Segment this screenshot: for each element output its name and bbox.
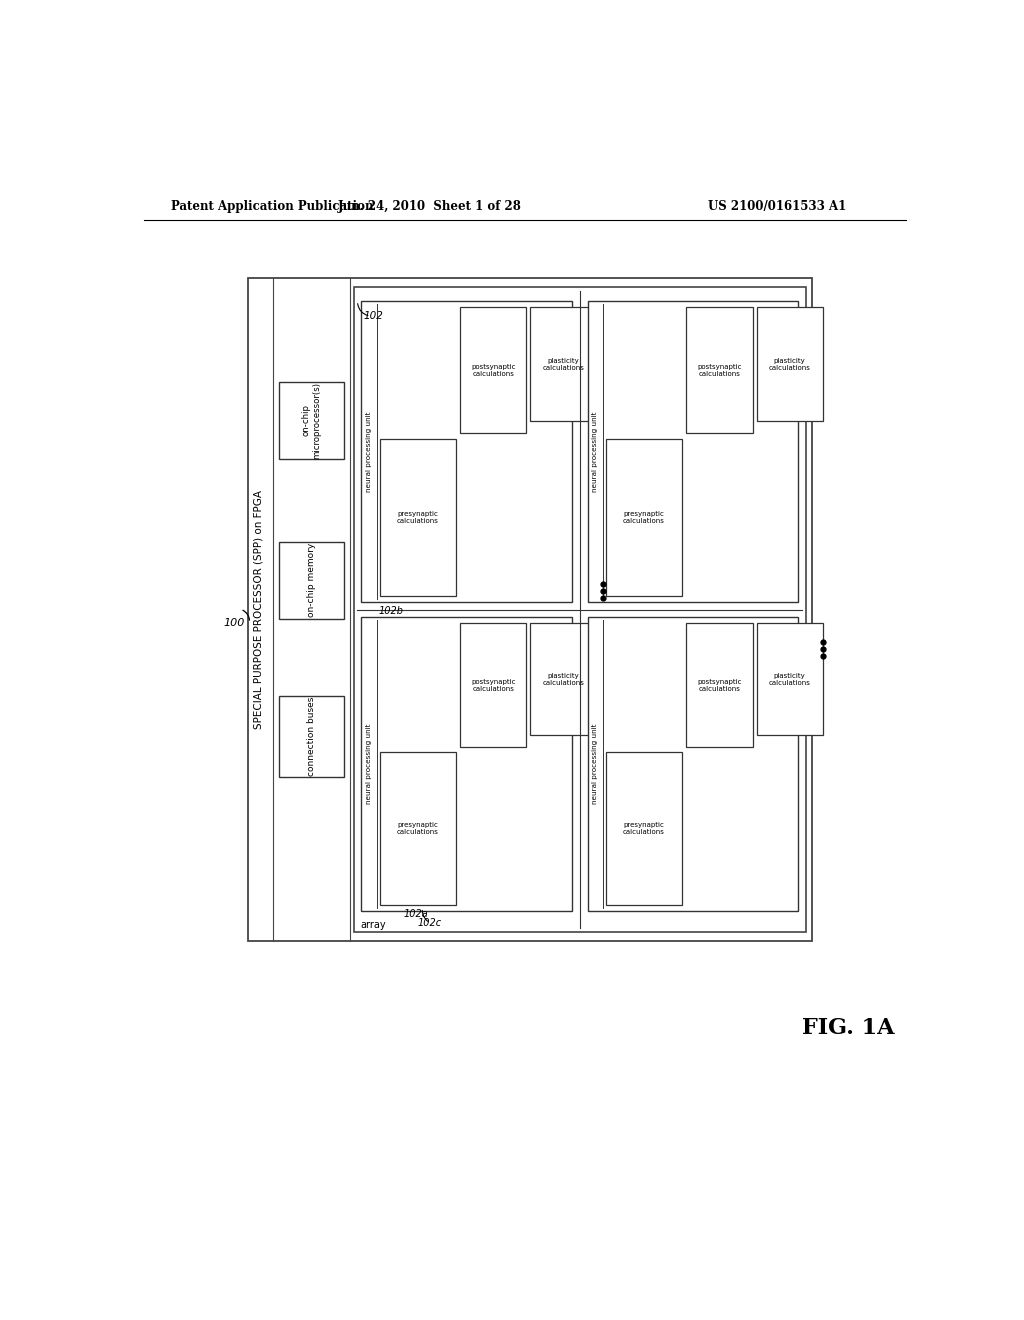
Bar [280,381,344,459]
Text: array: array [360,920,386,929]
Bar [686,623,753,747]
Text: 102: 102 [364,312,384,321]
Text: plasticity
calculations: plasticity calculations [769,358,811,371]
Text: presynaptic
calculations: presynaptic calculations [396,822,438,834]
Bar [530,308,596,421]
Bar [280,543,344,619]
Bar [686,308,753,433]
Bar [588,301,799,602]
Text: plasticity
calculations: plasticity calculations [543,673,585,685]
Text: 102b: 102b [378,606,403,616]
Bar [460,308,526,433]
Text: 100: 100 [223,618,245,628]
Bar [757,308,822,421]
Text: SPECIAL PURPOSE PROCESSOR (SPP) on FPGA: SPECIAL PURPOSE PROCESSOR (SPP) on FPGA [254,490,264,729]
Bar [361,618,572,911]
Text: neural processing unit: neural processing unit [592,723,598,804]
Bar [353,286,806,932]
Text: presynaptic
calculations: presynaptic calculations [623,822,665,834]
Bar [380,440,456,595]
Text: neural processing unit: neural processing unit [366,723,372,804]
Bar [460,623,526,747]
Bar [757,623,822,735]
Text: presynaptic
calculations: presynaptic calculations [396,511,438,524]
Text: FIG. 1A: FIG. 1A [802,1018,895,1040]
Text: US 2100/0161533 A1: US 2100/0161533 A1 [708,199,846,213]
Bar [361,301,572,602]
Text: Patent Application Publication: Patent Application Publication [171,199,374,213]
Bar [606,752,682,904]
Bar [530,623,596,735]
Text: neural processing unit: neural processing unit [366,411,372,491]
Text: neural processing unit: neural processing unit [592,411,598,491]
Bar [248,277,812,941]
Text: postsynaptic
calculations: postsynaptic calculations [697,678,741,692]
Text: connection buses: connection buses [307,697,316,776]
Bar [380,752,456,904]
Text: 102a: 102a [403,908,428,919]
Text: postsynaptic
calculations: postsynaptic calculations [471,364,515,376]
Bar [588,618,799,911]
Text: postsynaptic
calculations: postsynaptic calculations [697,364,741,376]
Text: presynaptic
calculations: presynaptic calculations [623,511,665,524]
Text: plasticity
calculations: plasticity calculations [769,673,811,685]
Text: plasticity
calculations: plasticity calculations [543,358,585,371]
Text: on-chip memory: on-chip memory [307,544,316,618]
Text: postsynaptic
calculations: postsynaptic calculations [471,678,515,692]
Bar [280,696,344,776]
Text: Jun. 24, 2010  Sheet 1 of 28: Jun. 24, 2010 Sheet 1 of 28 [338,199,522,213]
Text: on-chip
microprocessor(s): on-chip microprocessor(s) [302,381,322,459]
Text: 102c: 102c [418,917,442,928]
Bar [606,440,682,595]
